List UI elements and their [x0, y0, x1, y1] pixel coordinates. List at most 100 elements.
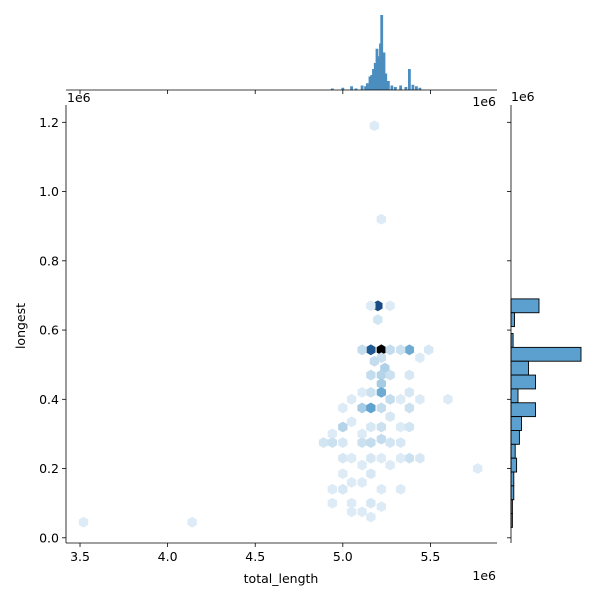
hexbin [338, 452, 348, 464]
hexbin [366, 452, 376, 464]
hexbin [369, 355, 380, 367]
x-tick-label: 5.0 [333, 549, 353, 564]
marginal-x-bar [384, 73, 388, 90]
marginal-x-bar [360, 85, 364, 90]
hexbin [415, 393, 425, 405]
y-tick-label: 1.2 [39, 115, 59, 130]
hexbin [385, 459, 395, 471]
hexbin [404, 421, 415, 433]
x-tick-label: 4.5 [245, 549, 265, 564]
hexbin [395, 421, 406, 433]
x-tick-label: 4.0 [158, 549, 178, 564]
hexbin [327, 437, 337, 448]
hexbin [376, 369, 387, 381]
marginal-x-bar [365, 83, 369, 90]
marginal-x-histogram [330, 15, 422, 90]
hexbin [366, 369, 376, 381]
marginal-x-bar [368, 76, 372, 90]
hexbin [395, 344, 406, 356]
hexbin [395, 393, 406, 405]
hexbin [376, 433, 387, 445]
marginal-y-offset-text: 1e6 [511, 89, 535, 104]
hexbin [404, 369, 415, 381]
hexbin [187, 516, 197, 528]
hexbin [385, 344, 395, 356]
hexbin [443, 393, 453, 405]
hexbin [376, 421, 387, 433]
marginal-x-bar [372, 69, 375, 90]
y-tick-label: 0.2 [39, 461, 59, 476]
hexbin-layer [78, 120, 483, 528]
marginal-x-offset-text: 1e6 [472, 94, 496, 109]
hexbin [357, 428, 367, 440]
marginal-y-ticks [507, 121, 511, 539]
hexbin [338, 483, 348, 495]
hexbin [415, 352, 425, 364]
marginal-y-bar [510, 360, 529, 376]
hexbin [346, 477, 357, 488]
hexbin [395, 483, 406, 495]
marginal-y-bar [510, 346, 582, 362]
hexbin [385, 300, 395, 312]
x-offset-text: 1e6 [472, 568, 496, 583]
y-tick-label: 0.4 [39, 392, 59, 407]
hexbin [346, 416, 357, 428]
hexbin [404, 402, 415, 414]
hexbin [366, 386, 376, 398]
marginal-y-bar [510, 388, 519, 404]
y-offset-text: 1e6 [67, 90, 91, 105]
hexbin [338, 421, 348, 433]
marginal-x-bar [415, 86, 418, 90]
hexbin [366, 511, 376, 523]
marginal-x-bar [407, 69, 411, 90]
x-tick-label: 3.5 [70, 549, 90, 564]
hexbin [366, 402, 376, 414]
hexbin [404, 386, 415, 398]
marginal-x-bar [393, 87, 397, 90]
hexbin [395, 437, 406, 448]
marginal-y-bar [510, 457, 518, 473]
marginal-y-bar [510, 402, 536, 418]
marginal-x-bar [382, 52, 386, 90]
hexbin [357, 386, 367, 398]
hexbin [423, 344, 434, 356]
hexbin [376, 378, 387, 390]
y-tick-label: 1.0 [39, 184, 59, 199]
hexbin [357, 477, 367, 488]
marginal-x-ticks [79, 90, 431, 94]
hexbin [318, 437, 329, 448]
hexbin [366, 468, 376, 480]
hexbin [78, 516, 89, 528]
hexbin [376, 344, 387, 356]
y-axis-label: longest [13, 303, 28, 349]
hexbin [327, 483, 337, 495]
marginal-x-bar [390, 85, 394, 90]
marginal-y-bar [510, 374, 536, 390]
marginal-y-histogram [510, 298, 582, 528]
hexbin [346, 452, 357, 464]
hexbin [376, 402, 387, 414]
hexbin [376, 501, 387, 513]
hexbin [327, 428, 337, 440]
hexbin [385, 393, 395, 405]
hexbin [385, 369, 395, 381]
marginal-y-bar [510, 485, 515, 501]
hexbin [338, 468, 348, 480]
hexbin [366, 497, 376, 509]
marginal-x-bar [354, 88, 358, 90]
hexbin [366, 437, 376, 448]
y-tick-label: 0.0 [39, 530, 59, 545]
hexbin [357, 402, 367, 414]
hexbin [357, 459, 367, 471]
hexbin [376, 386, 387, 398]
hexbin [357, 344, 367, 356]
hexbin [473, 463, 483, 474]
hexbin [338, 437, 348, 448]
hexbin [338, 402, 348, 414]
hexbin [395, 452, 406, 464]
hexbin [385, 437, 395, 448]
hexbin [404, 452, 415, 464]
marginal-y-bar [510, 416, 522, 431]
y-axis-ticks: 0.0 0.2 0.4 0.6 0.8 1.0 1.2 [39, 115, 66, 545]
